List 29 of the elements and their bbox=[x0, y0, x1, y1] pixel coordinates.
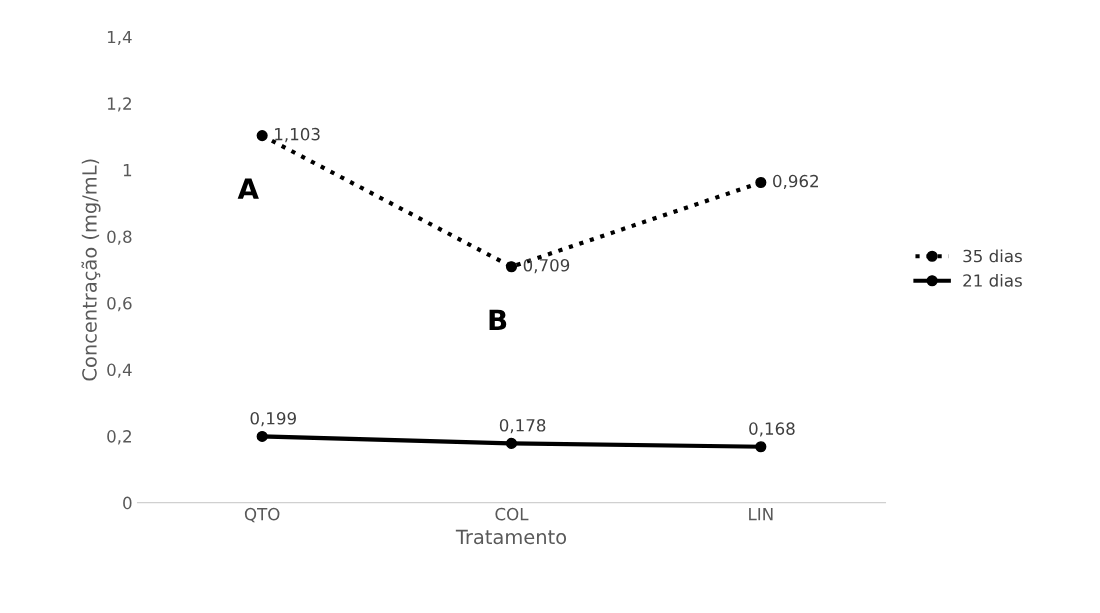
legend-label: 35 dias bbox=[963, 249, 1022, 263]
legend-label: 21 dias bbox=[963, 273, 1022, 287]
y-tick-label: 0 bbox=[123, 496, 132, 510]
point bbox=[755, 441, 767, 453]
point bbox=[505, 437, 518, 449]
y-tick-label: 0,2 bbox=[107, 430, 131, 445]
x-tick-label: COL bbox=[495, 507, 529, 521]
annotation: B bbox=[489, 309, 507, 330]
y-tick-label: 0,8 bbox=[107, 230, 132, 245]
data-label: 0,178 bbox=[499, 418, 546, 434]
y-tick-label: 1,2 bbox=[107, 97, 131, 112]
data-label: 0,709 bbox=[523, 258, 570, 274]
data-label: 1,103 bbox=[275, 127, 320, 143]
data-label: 0,199 bbox=[250, 412, 296, 427]
x-tick-label: LIN bbox=[749, 508, 773, 521]
point bbox=[256, 430, 268, 442]
annotation: A bbox=[237, 178, 259, 199]
data-label: 0,168 bbox=[749, 422, 795, 437]
y-tick-label: 1,4 bbox=[107, 30, 132, 46]
y-axis-title: Concentração (mg/mL) bbox=[81, 159, 101, 381]
point bbox=[505, 261, 518, 273]
x-axis-title: Tratamento bbox=[455, 529, 567, 545]
data-label: 0,962 bbox=[773, 174, 818, 190]
point bbox=[755, 176, 767, 189]
y-tick-label: 0,6 bbox=[107, 296, 132, 312]
x-tick-label: QTO bbox=[244, 507, 280, 523]
point bbox=[256, 130, 268, 142]
y-tick-label: 1 bbox=[123, 164, 132, 177]
y-tick-label: 0,4 bbox=[107, 363, 132, 378]
